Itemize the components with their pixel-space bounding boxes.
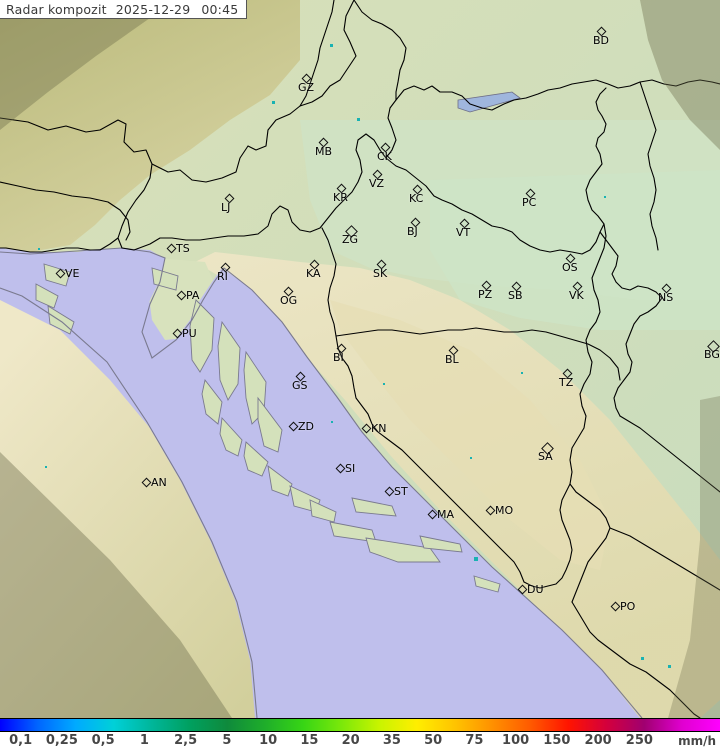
radar-echo-pixel [330,44,333,47]
legend-tick-8: 20 [341,733,360,748]
radar-echo-pixel [383,383,385,385]
legend-tick-0: 0,1 [9,733,33,748]
legend-tick-11: 75 [465,733,484,748]
legend-tick-3: 1 [139,733,149,748]
title-time: 00:45 [201,1,239,17]
title-bar: Radar kompozit 2025-12-29 00:45 [0,0,248,19]
legend-tick-14: 200 [584,733,612,748]
legend-tick-9: 35 [382,733,401,748]
map-canvas [0,0,720,718]
legend-tick-6: 10 [259,733,278,748]
legend-tick-7: 15 [300,733,319,748]
radar-echo-pixel [357,118,360,121]
legend-tick-2: 0,5 [91,733,115,748]
intensity-color-scale [0,718,720,732]
radar-echo-pixel [668,665,671,668]
radar-echo-pixel [331,421,333,423]
radar-echo-pixel [474,557,478,561]
radar-echo-pixel [604,196,606,198]
radar-echo-pixel [641,657,644,660]
land-layer [0,0,720,718]
legend-tick-13: 150 [543,733,571,748]
radar-echo-pixel [272,101,275,104]
legend-tick-12: 100 [502,733,530,748]
radar-map[interactable]: BD GZ MB CK LJ KR VZ KC PC ZG BJ VT TS RI KA SK OS VE PA OG… [0,0,720,718]
radar-echo-pixel [470,457,472,459]
legend-bar: 250 200 150 100 75 50 35 20 15 10 5 2,5 1 0,5 0,25 0,1 … [0,718,720,751]
lakes-layer [457,91,521,113]
radar-echo-pixel [521,372,523,374]
radar-coverage-mask [0,0,720,718]
title-date: 2025-12-29 [115,1,191,17]
legend-tick-10: 50 [424,733,443,748]
legend-unit-label: mm/h [678,734,716,748]
adriatic-sea [0,252,640,718]
title-product-label: Radar kompozit [6,1,107,17]
radar-echo-pixel [38,248,40,250]
radar-echo-pixel [45,466,47,468]
radar-echo-layer [38,44,671,668]
borders-layer [0,0,720,718]
legend-tick-labels: 250 200 150 100 75 50 35 20 15 10 5 2,5 1 0,5 0,25 0,1 … [0,732,720,751]
legend-tick-1: 0,25 [45,733,78,748]
legend-tick-4: 2,5 [174,733,198,748]
legend-tick-15: 250 [625,733,653,748]
legend-tick-5: 5 [222,733,232,748]
